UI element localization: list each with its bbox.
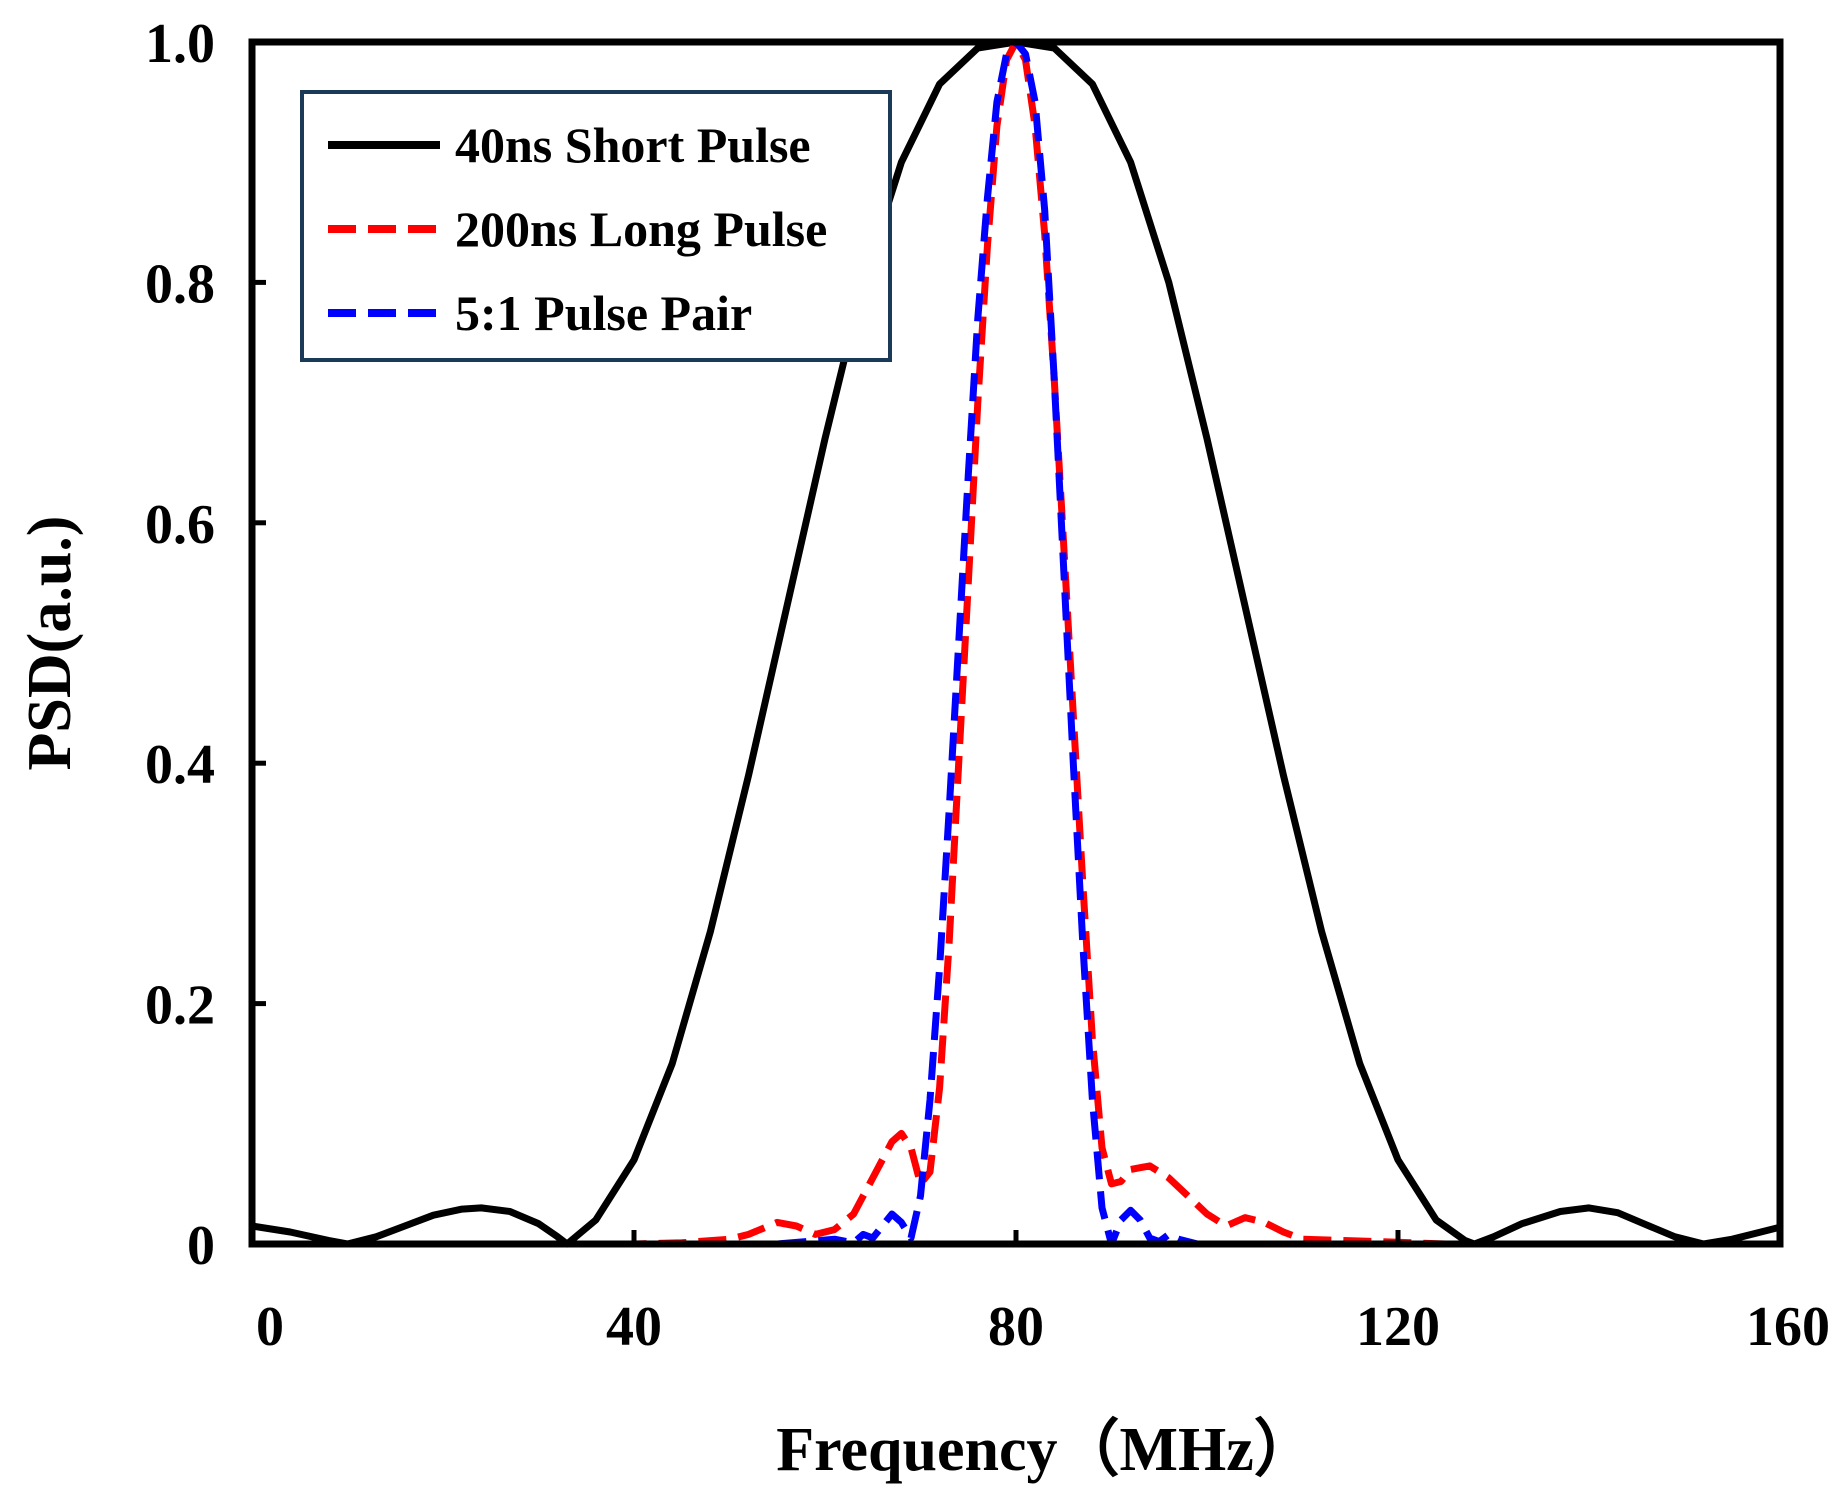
y-tick-label: 0.2 [145,975,215,1037]
series-line-5-1-pulse-pair [538,38,1303,1248]
x-tick-label: 120 [1356,1296,1440,1358]
x-tick-label: 40 [606,1296,662,1358]
axis-layer: 0 40 80 120 160 0 0.2 0.4 0.6 0.8 1.0 Frequency（MHz… [16,13,1830,1484]
x-tick-label: 80 [988,1296,1044,1358]
legend-box [300,90,892,362]
legend: 40ns Short Pulse 200ns Long Pulse 5:1 Puls… [300,90,892,362]
y-tick-label: 0.8 [145,253,215,315]
y-tick-label: 0.6 [145,494,215,556]
x-axis-title: Frequency（MHz） [776,1414,1316,1484]
y-tick-label: 0.4 [145,734,215,796]
y-axis-title: PSD(a.u.) [16,516,84,771]
legend-label-200ns-long-pulse: 200ns Long Pulse [455,201,827,257]
x-tick-label: 160 [1746,1296,1830,1358]
x-tick-label: 0 [256,1296,284,1358]
legend-label-5-1-pulse-pair: 5:1 Pulse Pair [455,285,752,341]
legend-label-40ns-short-pulse: 40ns Short Pulse [455,117,811,173]
y-tick-label: 0 [187,1215,215,1277]
series-line-200ns-long-pulse [538,38,1494,1248]
y-tick-label: 1.0 [145,13,215,75]
